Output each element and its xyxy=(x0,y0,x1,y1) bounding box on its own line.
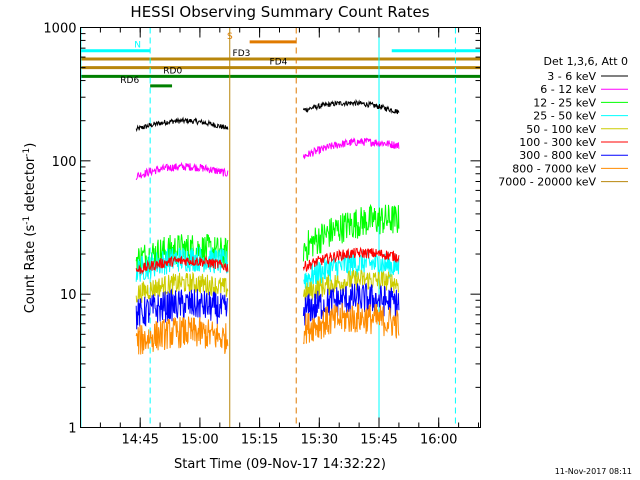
x-axis-label: Start Time (09-Nov-17 14:32:22) xyxy=(174,457,386,472)
plot-frame xyxy=(80,27,481,428)
legend-label: 12 - 25 keV xyxy=(533,96,596,109)
x-tick-label: 15:45 xyxy=(360,433,397,448)
x-tick-label: 16:00 xyxy=(420,433,457,448)
legend-label: 6 - 12 keV xyxy=(540,83,596,96)
y-axis-label-end: ) xyxy=(23,143,38,148)
y-axis-label-sup2: -1 xyxy=(22,148,32,157)
series-line xyxy=(135,255,229,275)
flag-label-n: N xyxy=(134,41,141,51)
series-lines xyxy=(135,98,400,355)
flag-bars: NSFD3FD4RD0RD6 xyxy=(80,32,481,88)
y-axis-label-mid: detector xyxy=(23,156,38,216)
series-line xyxy=(135,116,229,133)
series-line xyxy=(302,98,400,115)
legend-label: 3 - 6 keV xyxy=(547,70,596,83)
legend-label: 100 - 300 keV xyxy=(519,136,596,149)
y-tick-label: 1 xyxy=(68,422,76,437)
footer-date: 11-Nov-2017 08:11 xyxy=(555,467,632,476)
y-tick-label: 10 xyxy=(60,288,77,303)
legend-label: 800 - 7000 keV xyxy=(512,162,596,175)
x-tick-label: 15:15 xyxy=(241,433,278,448)
series-line xyxy=(135,271,229,303)
legend-label: 7000 - 20000 keV xyxy=(498,176,596,189)
series-line xyxy=(135,246,229,282)
series-line xyxy=(302,137,400,160)
y-tick-label: 100 xyxy=(52,155,77,170)
series-line xyxy=(302,282,400,326)
y-axis-label-main: Count Rate (s xyxy=(23,225,38,314)
legend-label: 300 - 800 keV xyxy=(519,149,596,162)
chart-title: HESSI Observing Summary Count Rates xyxy=(130,3,429,21)
legend-label: 25 - 50 keV xyxy=(533,110,596,123)
y-axis: 1 10 100 1000 xyxy=(43,22,481,437)
series-line xyxy=(135,161,229,181)
x-tick-label: 15:30 xyxy=(301,433,338,448)
legend-label: 50 - 100 keV xyxy=(526,123,596,136)
series-line xyxy=(135,288,229,330)
series-line xyxy=(302,203,400,262)
y-axis-label: Count Rate (s-1 detector-1) xyxy=(22,143,38,314)
x-tick-label: 14:45 xyxy=(121,433,158,448)
series-line xyxy=(135,316,229,355)
series-line xyxy=(302,246,400,273)
legend-title: Det 1,3,6, Att 0 xyxy=(544,55,628,68)
x-tick-label: 15:00 xyxy=(181,433,218,448)
series-line xyxy=(302,302,400,345)
y-axis-label-sup1: -1 xyxy=(22,216,32,225)
flag-label-fd4: FD4 xyxy=(270,58,288,68)
flag-label-rd0: RD0 xyxy=(163,66,182,76)
flag-label-rd6: RD6 xyxy=(120,76,139,86)
flag-label-fd3: FD3 xyxy=(233,49,251,59)
x-axis: 14:45 15:00 15:15 15:30 15:45 16:00 xyxy=(80,27,480,448)
y-tick-label: 1000 xyxy=(43,22,76,37)
